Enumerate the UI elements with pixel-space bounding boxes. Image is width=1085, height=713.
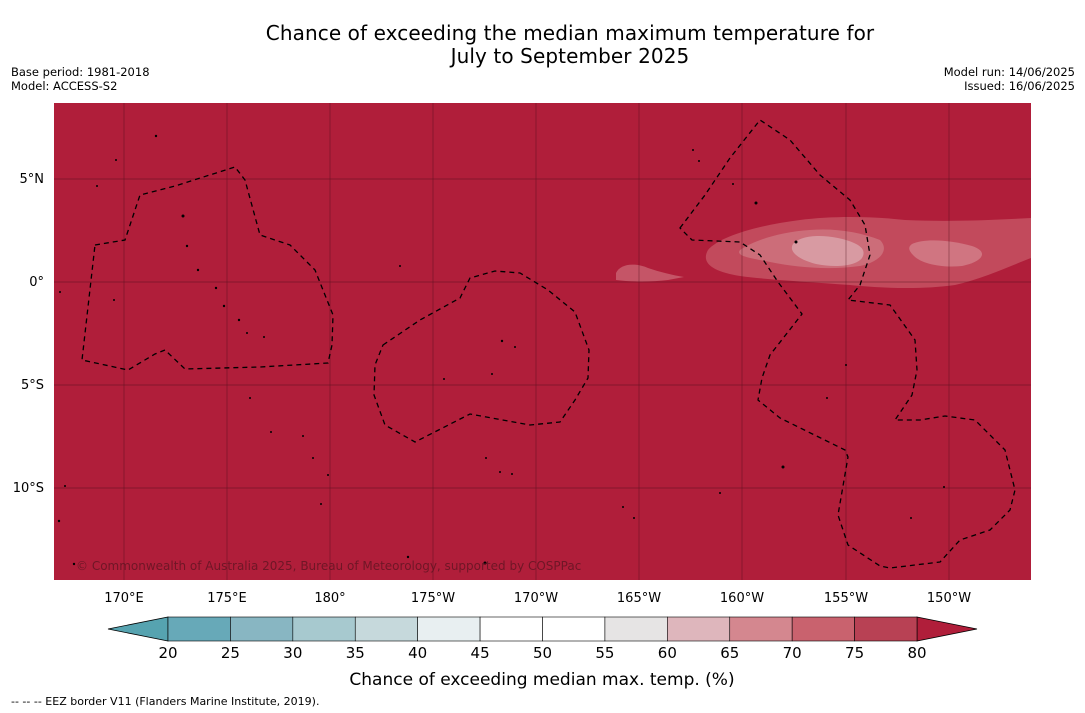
- colorbar-bin-35-40: [354, 616, 418, 642]
- colorbar-bin-30-35: [292, 616, 356, 642]
- contour-75-patch-west: [616, 264, 684, 282]
- meta-right: Model run: 14/06/2025 Issued: 16/06/2025: [944, 65, 1075, 93]
- lat-label-5s: 5°S: [21, 378, 44, 393]
- colorbar-bin-55-60: [604, 616, 668, 642]
- colorbar-over-arrow: [916, 616, 978, 642]
- meta-left: Base period: 1981-2018 Model: ACCESS-S2: [11, 65, 150, 93]
- eez-legend-note: -- -- -- EEZ border V11 (Flanders Marine…: [11, 695, 320, 708]
- colorbar-tick-65: 65: [720, 644, 739, 662]
- colorbar-tick-20: 20: [158, 644, 177, 662]
- colorbar-bin-50-55: [542, 616, 606, 642]
- contour-70-east: [909, 240, 983, 267]
- eez-kiribati-gilbert: [81, 166, 334, 371]
- lon-label-155w: 155°W: [824, 591, 868, 606]
- latitude-labels: 5°N 0° 5°S 10°S: [13, 172, 44, 496]
- lon-label-175e: 175°E: [207, 591, 247, 606]
- colorbar-label: Chance of exceeding median max. temp. (%…: [349, 670, 734, 690]
- title-line-1: Chance of exceeding the median maximum t…: [265, 21, 875, 45]
- issued-date: Issued: 16/06/2025: [964, 79, 1075, 93]
- colorbar-bin-75-80: [854, 616, 918, 642]
- colorbar-under-arrow: [107, 616, 169, 642]
- lat-label-5n: 5°N: [20, 172, 45, 187]
- longitude-labels: 170°E 175°E 180° 175°W 170°W 165°W 160°W…: [104, 591, 971, 606]
- eez-borders: [81, 119, 1016, 569]
- contour-65-region: [791, 236, 864, 266]
- colorbar-tick-75: 75: [845, 644, 864, 662]
- model-run: Model run: 14/06/2025: [943, 65, 1075, 79]
- colorbar-bin-65-70: [729, 616, 793, 642]
- eez-tokelau-phoenix: [373, 270, 590, 443]
- colorbar-tick-25: 25: [221, 644, 240, 662]
- chart-title: Chance of exceeding the median maximum t…: [0, 22, 1085, 68]
- lon-label-180: 180°: [314, 591, 345, 606]
- base-period: Base period: 1981-2018: [11, 65, 150, 79]
- map-background: [54, 103, 1031, 580]
- colorbar-bin-45-50: [479, 616, 543, 642]
- lon-label-170e: 170°E: [104, 591, 144, 606]
- lat-label-10s: 10°S: [13, 481, 44, 496]
- colorbar-tick-70: 70: [783, 644, 802, 662]
- colorbar-bin-40-45: [417, 616, 481, 642]
- copyright-note: © Commonwealth of Australia 2025, Bureau…: [76, 559, 581, 573]
- lon-label-175w: 175°W: [411, 591, 455, 606]
- colorbar-tick-50: 50: [533, 644, 552, 662]
- model-name: Model: ACCESS-S2: [11, 79, 118, 93]
- colorbar-bin-25-30: [230, 616, 294, 642]
- colorbar-tick-60: 60: [658, 644, 677, 662]
- lon-label-160w: 160°W: [720, 591, 764, 606]
- colorbar-bin-20-25: [167, 616, 231, 642]
- lon-label-150w: 150°W: [927, 591, 971, 606]
- colorbar-tick-40: 40: [408, 644, 427, 662]
- colorbar-bin-60-65: [667, 616, 731, 642]
- colorbar-tick-35: 35: [346, 644, 365, 662]
- colorbar: 20 25 30 35 40 45 50 55 60 65 70 75 80: [107, 616, 978, 662]
- colorbar-tick-45: 45: [471, 644, 490, 662]
- colorbar-bin-70-75: [791, 616, 855, 642]
- islands: [57, 134, 945, 566]
- lon-label-170w: 170°W: [514, 591, 558, 606]
- lat-label-0: 0°: [29, 275, 44, 290]
- colorbar-tick-80: 80: [907, 644, 926, 662]
- gridlines: [54, 103, 1031, 580]
- colorbar-tick-30: 30: [283, 644, 302, 662]
- title-line-2: July to September 2025: [450, 44, 690, 68]
- colorbar-tick-55: 55: [595, 644, 614, 662]
- lon-label-165w: 165°W: [617, 591, 661, 606]
